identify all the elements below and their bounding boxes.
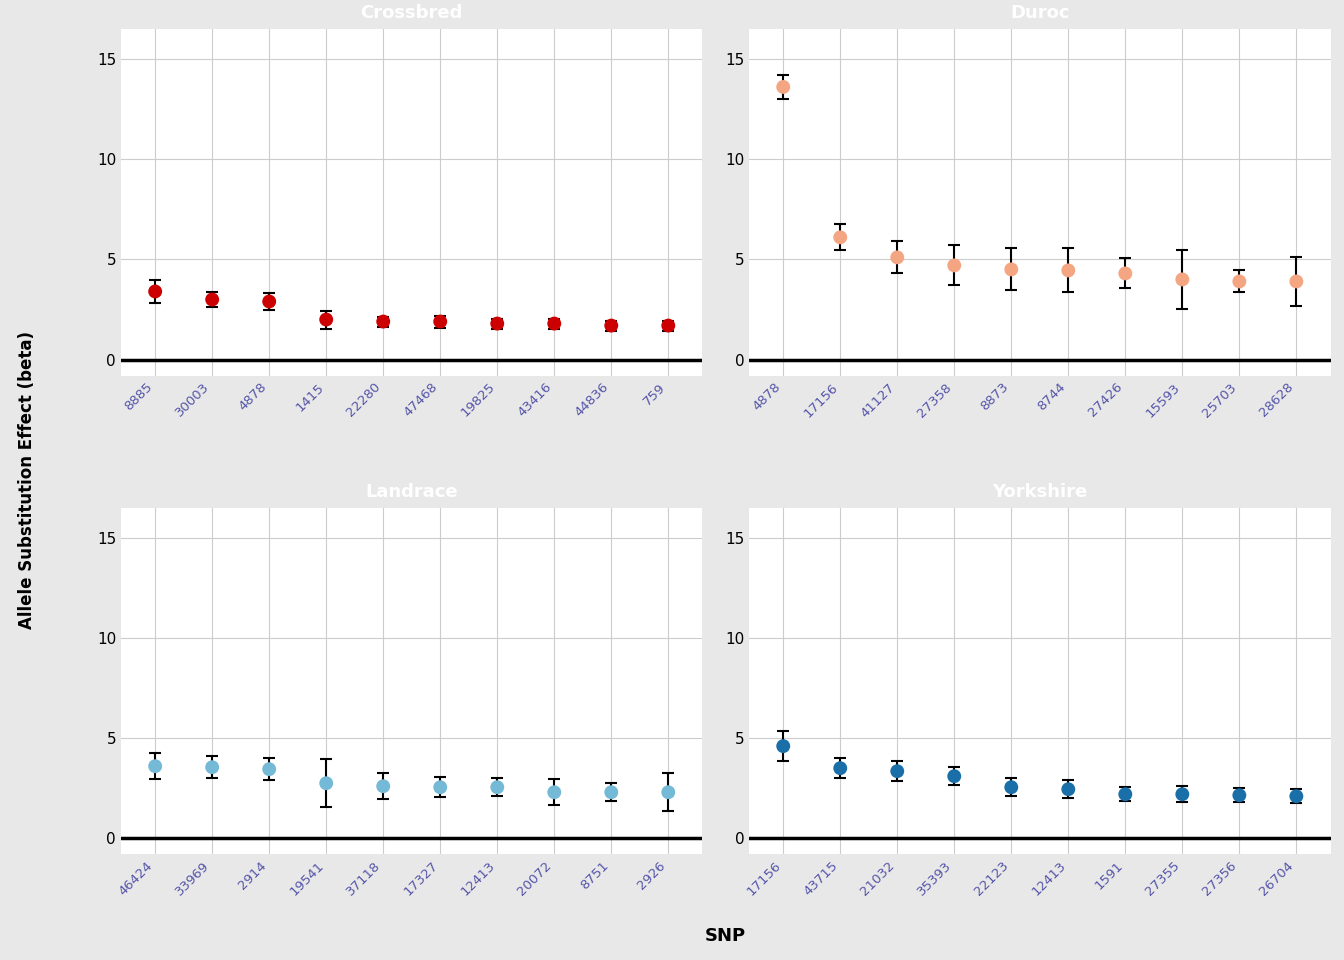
Point <box>829 760 851 776</box>
Point <box>601 784 622 800</box>
Point <box>1172 272 1193 287</box>
Point <box>1114 786 1136 802</box>
Point <box>487 780 508 795</box>
Point <box>543 316 564 331</box>
Point <box>430 780 452 795</box>
Point <box>1172 786 1193 802</box>
Point <box>657 784 679 800</box>
Point <box>202 759 223 775</box>
Point <box>1000 262 1021 277</box>
Point <box>887 763 909 779</box>
Point <box>144 284 165 300</box>
Point <box>1000 780 1021 795</box>
Point <box>1058 781 1079 797</box>
Point <box>487 316 508 331</box>
Point <box>372 314 394 329</box>
Point <box>1286 788 1308 804</box>
Point <box>202 292 223 307</box>
Point <box>1228 787 1250 803</box>
Text: SNP: SNP <box>706 927 746 945</box>
Point <box>601 318 622 333</box>
Point <box>887 250 909 265</box>
Text: Yorkshire: Yorkshire <box>992 483 1087 501</box>
Point <box>258 294 280 309</box>
Text: Duroc: Duroc <box>1011 5 1070 22</box>
Point <box>829 229 851 245</box>
Text: Landrace: Landrace <box>366 483 458 501</box>
Point <box>773 738 794 754</box>
Point <box>372 779 394 794</box>
Point <box>1228 274 1250 289</box>
Point <box>430 314 452 329</box>
Point <box>1114 266 1136 281</box>
Point <box>258 761 280 777</box>
Point <box>773 80 794 95</box>
Text: Allele Substitution Effect (beta): Allele Substitution Effect (beta) <box>17 331 36 629</box>
Text: Crossbred: Crossbred <box>360 5 462 22</box>
Point <box>1286 274 1308 289</box>
Point <box>316 312 337 327</box>
Point <box>657 318 679 333</box>
Point <box>543 784 564 800</box>
Point <box>316 776 337 791</box>
Point <box>144 758 165 774</box>
Point <box>943 769 965 784</box>
Point <box>1058 263 1079 278</box>
Point <box>943 257 965 273</box>
